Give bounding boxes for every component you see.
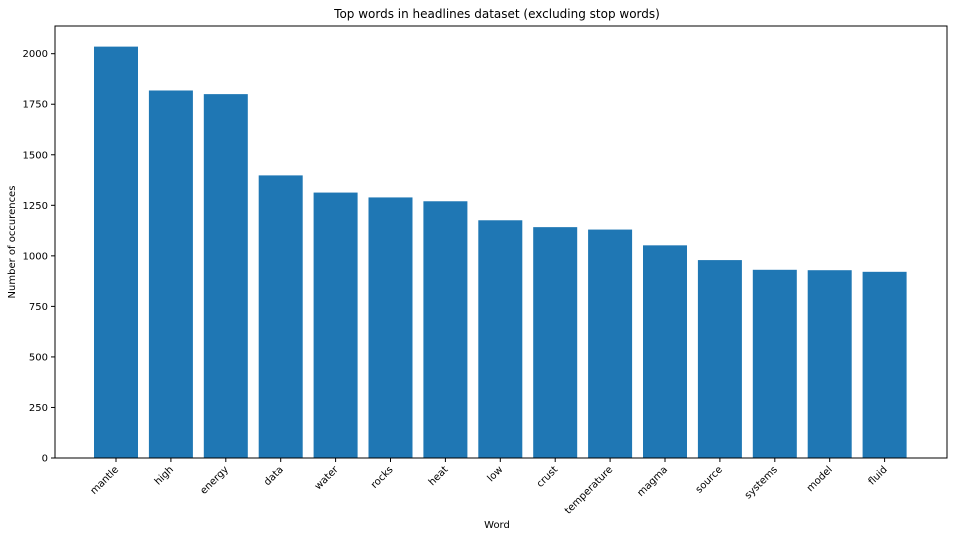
x-tick-label: data [262, 464, 286, 488]
bars-layer [94, 46, 907, 459]
bar-energy [203, 94, 248, 458]
bar-rocks [368, 197, 413, 459]
x-tick-label: crust [535, 464, 561, 490]
x-tick-label: magma [635, 464, 670, 499]
y-axis-label: Number of occurences [7, 186, 18, 299]
bar-water [313, 192, 358, 458]
x-tick-label: water [313, 464, 342, 493]
bar-systems [752, 269, 797, 458]
bar-low [478, 220, 523, 458]
x-axis-label: Word [484, 520, 510, 531]
y-tick-label: 750 [29, 302, 48, 313]
bar-heat [423, 201, 468, 458]
x-tick-label: high [153, 464, 176, 487]
x-tick-label: fluid [867, 464, 890, 487]
y-tick-label: 0 [42, 454, 48, 465]
bar-magma [643, 245, 687, 458]
bar-model [807, 270, 852, 458]
y-tick-label: 500 [29, 352, 48, 363]
x-tick-label: model [805, 464, 835, 494]
bar-source [697, 260, 742, 458]
x-tick-label: source [694, 464, 725, 495]
bar-temperature [588, 229, 633, 458]
bar-fluid [862, 271, 907, 458]
x-tick-label: heat [427, 464, 451, 488]
y-tick-label: 1750 [23, 100, 48, 111]
bar-mantle [94, 46, 138, 458]
y-tick-label: 1000 [23, 251, 48, 262]
x-tick-label: systems [743, 464, 780, 501]
y-tick-label: 250 [29, 403, 48, 414]
y-tick-label: 1500 [23, 150, 48, 161]
x-axis: mantle high energy data water rocks heat low cru… [89, 458, 890, 517]
x-tick-label: low [486, 464, 506, 484]
plot-frame [54, 25, 948, 459]
bar-data [258, 175, 303, 458]
chart-title: Top words in headlines dataset (excludin… [333, 7, 660, 21]
y-tick-label: 2000 [23, 49, 48, 60]
x-tick-label: energy [199, 464, 231, 496]
x-tick-label: mantle [89, 464, 122, 497]
y-tick-label: 1250 [23, 201, 48, 212]
x-tick-label: rocks [369, 464, 396, 491]
bar-high [148, 90, 193, 458]
x-tick-label: temperature [563, 464, 615, 516]
bar-crust [533, 227, 578, 458]
y-axis: 0 250 500 750 1000 1250 1500 1750 2000 [23, 49, 55, 465]
